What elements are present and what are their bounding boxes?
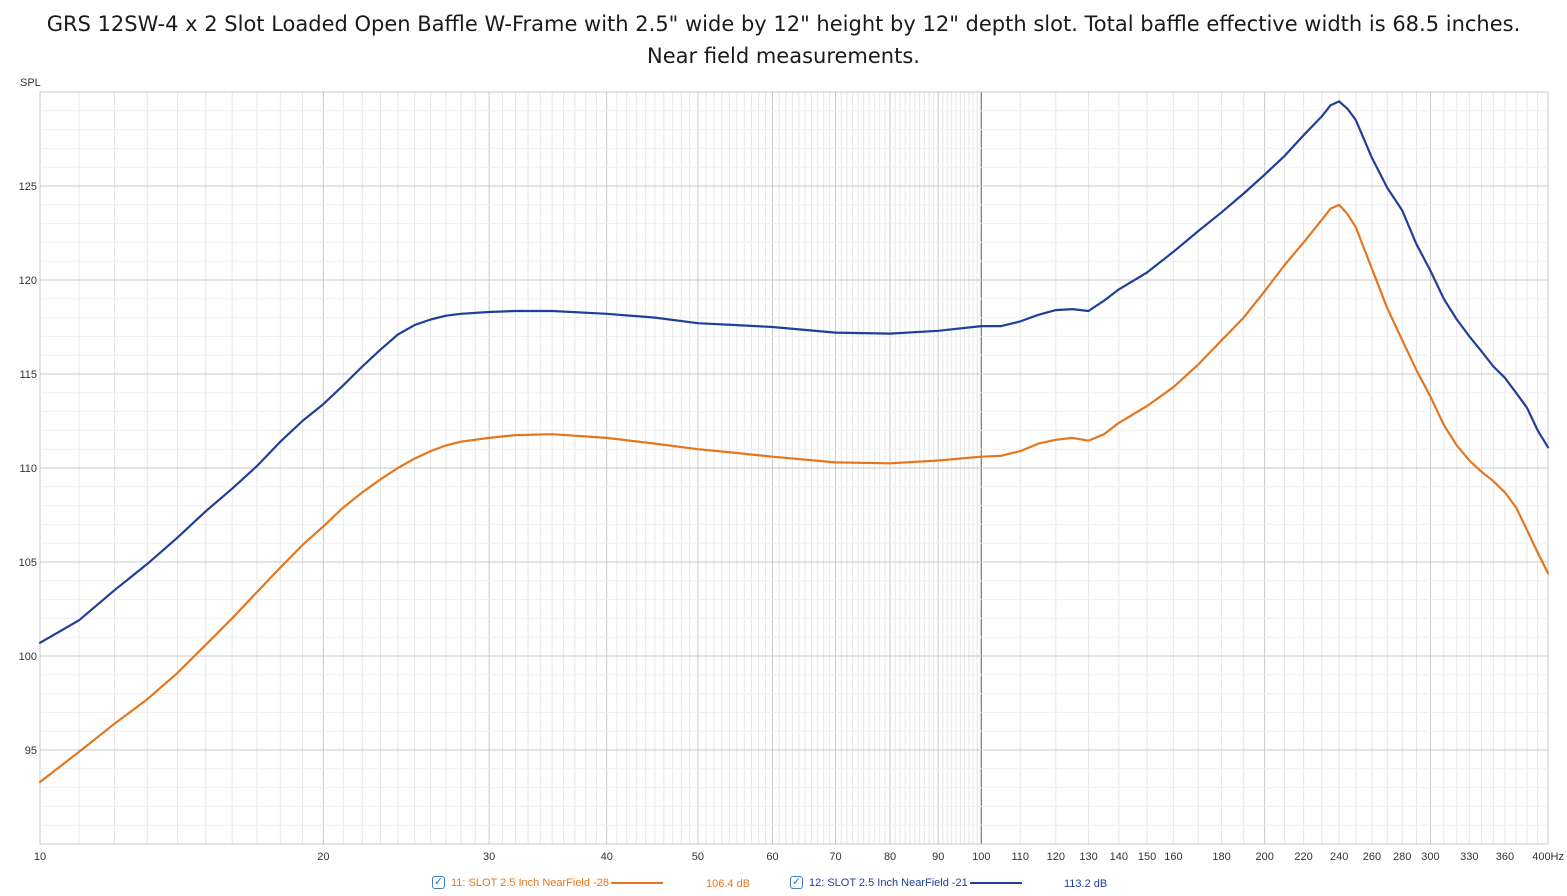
x-tick-label: 30 bbox=[483, 851, 495, 863]
series-line-2 bbox=[38, 100, 1550, 644]
x-tick-label: 330 bbox=[1460, 851, 1478, 863]
x-tick-label: 400Hz bbox=[1532, 851, 1564, 863]
checkbox-series-1[interactable]: ✓ bbox=[432, 876, 445, 889]
y-tick-label: 110 bbox=[19, 463, 37, 475]
series-line-1 bbox=[38, 203, 1550, 784]
x-tick-label: 50 bbox=[692, 851, 704, 863]
chart-title-line-2: Near field measurements. bbox=[647, 44, 920, 68]
legend-value-series-1: 106.4 dB bbox=[706, 878, 751, 890]
x-tick-label: 260 bbox=[1363, 851, 1381, 863]
legend-swatch-series-2 bbox=[969, 881, 1022, 884]
x-tick-label: 60 bbox=[766, 851, 778, 863]
x-tick-label: 280 bbox=[1393, 851, 1411, 863]
x-tick-label: 150 bbox=[1138, 851, 1156, 863]
x-tick-label: 140 bbox=[1110, 851, 1128, 863]
x-tick-label: 220 bbox=[1294, 851, 1312, 863]
x-tick-label: 100 bbox=[972, 851, 990, 863]
x-tick-label: 70 bbox=[829, 851, 841, 863]
x-tick-label: 10 bbox=[34, 851, 46, 863]
y-tick-label: 100 bbox=[19, 651, 37, 663]
x-tick-label: 200 bbox=[1255, 851, 1273, 863]
checkbox-series-2[interactable]: ✓ bbox=[790, 876, 803, 889]
x-tick-label: 20 bbox=[317, 851, 329, 863]
y-tick-label: 115 bbox=[19, 369, 37, 381]
x-tick-label: 160 bbox=[1164, 851, 1182, 863]
x-tick-label: 110 bbox=[1011, 851, 1029, 863]
legend: ✓ 11: SLOT 2.5 Inch NearField -28 106.4 … bbox=[0, 874, 1567, 896]
x-tick-label: 300 bbox=[1421, 851, 1439, 863]
x-tick-label: 130 bbox=[1079, 851, 1097, 863]
legend-label-series-2: 12: SLOT 2.5 Inch NearField -21 bbox=[809, 876, 968, 889]
chart-title-line-1: GRS 12SW-4 x 2 Slot Loaded Open Baffle W… bbox=[46, 12, 1521, 36]
legend-swatch-series-1 bbox=[610, 881, 663, 884]
x-tick-label: 240 bbox=[1330, 851, 1348, 863]
x-tick-label: 120 bbox=[1047, 851, 1065, 863]
y-tick-label: 125 bbox=[19, 181, 37, 193]
legend-item-series-1[interactable]: ✓ 11: SLOT 2.5 Inch NearField -28 bbox=[432, 876, 663, 889]
x-tick-label: 80 bbox=[884, 851, 896, 863]
y-tick-label: 95 bbox=[25, 745, 37, 757]
y-tick-label: 120 bbox=[19, 275, 37, 287]
chart-title: GRS 12SW-4 x 2 Slot Loaded Open Baffle W… bbox=[0, 8, 1567, 72]
x-tick-label: 90 bbox=[932, 851, 944, 863]
tick-labels: 95 100 105 110 115 120 125 10 20 30 40 50 60 70 80 90 10… bbox=[19, 181, 1564, 863]
legend-value-series-2: 113.2 dB bbox=[1064, 878, 1108, 890]
legend-label-series-1: 11: SLOT 2.5 Inch NearField -28 bbox=[451, 876, 609, 889]
x-tick-label: 360 bbox=[1496, 851, 1514, 863]
legend-item-series-2[interactable]: ✓ 12: SLOT 2.5 Inch NearField -21 bbox=[790, 876, 1022, 889]
x-tick-label: 40 bbox=[601, 851, 613, 863]
y-axis-label: SPL bbox=[20, 77, 41, 89]
grid-lines bbox=[39, 91, 1549, 845]
series-lines bbox=[38, 100, 1550, 784]
frequency-response-plot: 95 100 105 110 115 120 125 10 20 30 40 50 60 70 80 90 10… bbox=[19, 77, 1564, 863]
x-tick-label: 180 bbox=[1212, 851, 1230, 863]
y-tick-label: 105 bbox=[19, 557, 37, 569]
